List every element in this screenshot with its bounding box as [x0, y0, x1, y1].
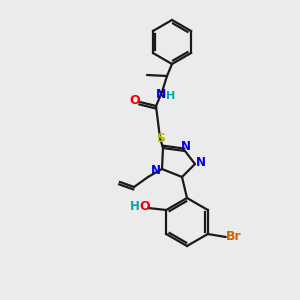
- Text: O: O: [130, 94, 140, 106]
- Text: H: H: [130, 200, 140, 214]
- Text: O: O: [139, 200, 149, 214]
- Text: N: N: [156, 88, 166, 100]
- Text: H: H: [167, 91, 176, 101]
- Text: N: N: [151, 164, 161, 176]
- Text: Br: Br: [226, 230, 242, 244]
- Text: N: N: [196, 157, 206, 169]
- Text: N: N: [181, 140, 191, 152]
- Text: S: S: [157, 133, 166, 146]
